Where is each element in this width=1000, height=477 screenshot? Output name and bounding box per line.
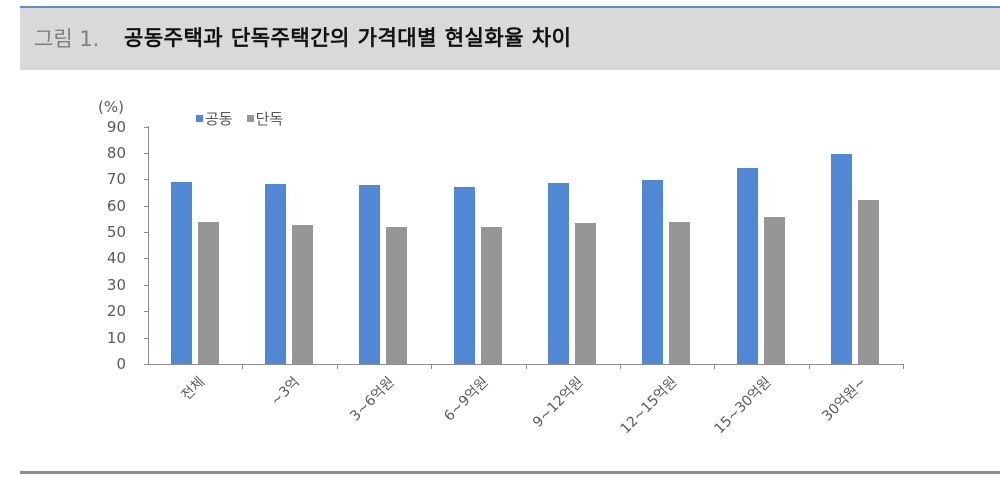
y-tick (144, 206, 149, 207)
bar-공동-9~12억원 (548, 183, 569, 364)
y-tick (144, 127, 149, 128)
figure-header: 그림 1. 공동주택과 단독주택간의 가격대별 현실화율 차이 (20, 6, 1000, 70)
legend-label: 단독 (255, 110, 284, 128)
y-tick (144, 153, 149, 154)
figure-title: 공동주택과 단독주택간의 가격대별 현실화율 차이 (124, 26, 572, 50)
y-tick (144, 258, 149, 259)
y-tick-label: 20 (106, 302, 126, 320)
figure-number: 그림 1. (34, 27, 100, 51)
x-tick-label: 30억원~ (819, 374, 870, 425)
y-tick-label: 30 (106, 276, 126, 294)
bar-단독-12~15억원 (669, 222, 690, 364)
x-tick-label: 15~30억원 (711, 374, 775, 438)
chart-legend: 공동 단독 (196, 108, 297, 129)
legend-item-공동: 공동 (196, 108, 233, 129)
y-tick-label: 90 (106, 118, 126, 136)
y-tick-label: 60 (106, 197, 126, 215)
bar-단독-30억원~ (858, 200, 879, 364)
bar-공동-30억원~ (831, 154, 852, 364)
legend-label: 공동 (205, 110, 233, 128)
y-tick-label: 50 (106, 223, 126, 241)
y-tick (144, 364, 149, 365)
y-tick (144, 311, 149, 312)
x-tick-label: ~3억 (267, 374, 303, 410)
bar-단독-~3억 (292, 225, 313, 364)
y-tick-label: 40 (106, 249, 126, 267)
bar-공동-3~6억원 (359, 185, 380, 364)
legend-item-단독: 단독 (246, 108, 284, 129)
bar-단독-15~30억원 (764, 217, 785, 364)
y-tick-label: 70 (106, 170, 126, 188)
bar-공동-15~30억원 (737, 168, 758, 364)
x-tick-label: 6~9억원 (441, 374, 492, 425)
y-axis (148, 126, 149, 364)
bar-공동-~3억 (265, 184, 286, 364)
legend-swatch-icon (196, 115, 203, 122)
bar-단독-9~12억원 (575, 223, 596, 364)
x-axis (148, 364, 903, 365)
legend-swatch-icon (246, 115, 254, 122)
x-tick (242, 364, 243, 369)
x-tick-label: 12~15억원 (617, 374, 681, 438)
x-tick (337, 364, 338, 369)
y-tick-label: 80 (106, 144, 126, 162)
bar-공동-12~15억원 (642, 180, 663, 364)
x-tick-label: 3~6억원 (347, 374, 398, 425)
x-tick-label: 전체 (178, 374, 209, 404)
bar-단독-6~9억원 (481, 227, 502, 364)
y-tick (144, 285, 149, 286)
y-tick (144, 232, 149, 233)
bottom-divider (20, 471, 1000, 474)
y-tick-label: 10 (106, 329, 126, 347)
bar-단독-3~6억원 (386, 227, 407, 364)
x-tick (903, 364, 904, 369)
x-tick (714, 364, 715, 369)
x-tick (526, 364, 527, 369)
y-tick (144, 179, 149, 180)
x-tick (620, 364, 621, 369)
y-axis-unit: (%) (98, 98, 124, 116)
bar-공동-6~9억원 (454, 187, 475, 364)
y-tick-label: 0 (116, 355, 126, 373)
x-tick (809, 364, 810, 369)
x-tick (431, 364, 432, 369)
bar-단독-전체 (198, 222, 219, 364)
bar-공동-전체 (171, 182, 192, 364)
y-tick (144, 338, 149, 339)
x-tick-label: 9~12억원 (529, 374, 587, 431)
